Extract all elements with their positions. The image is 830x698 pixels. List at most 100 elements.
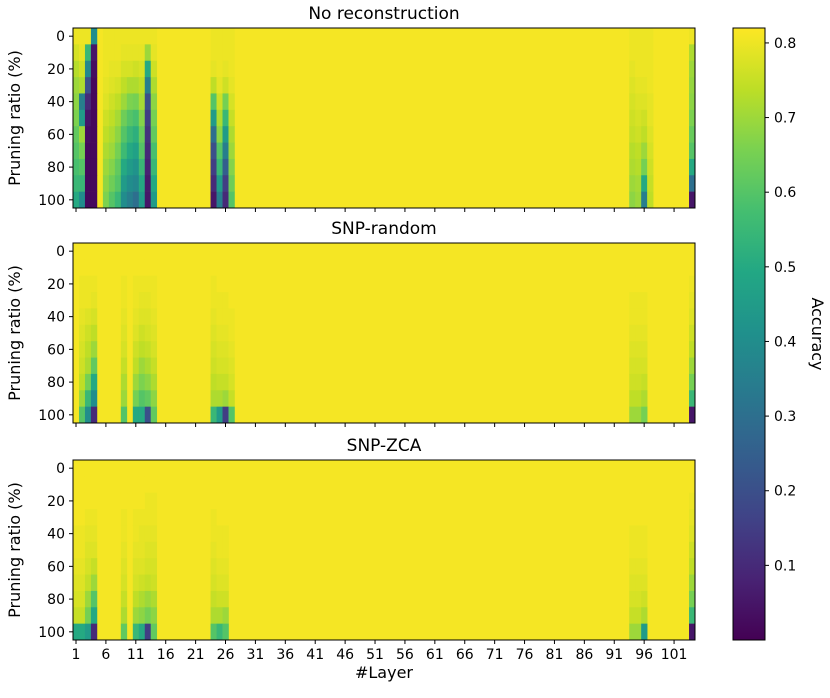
heatmap-cell [78, 243, 86, 260]
heatmap-cell [120, 44, 128, 62]
y-tick-label: 60 [47, 127, 65, 143]
heatmap-cell [108, 28, 116, 45]
heatmap-cell [635, 406, 642, 424]
heatmap-cell [144, 390, 152, 407]
heatmap-cell [635, 324, 642, 342]
heatmap-cell [102, 28, 110, 45]
heatmap-cell [78, 357, 86, 375]
heatmap-cell [689, 77, 696, 94]
heatmap-cell [689, 243, 696, 260]
heatmap-cell [150, 460, 158, 477]
heatmap-cell [144, 373, 152, 391]
heatmap-cell [689, 60, 696, 78]
heatmap-cell [120, 158, 128, 176]
heatmap-cell [641, 275, 648, 293]
heatmap-cell [144, 44, 152, 62]
x-tick-label: 76 [516, 647, 534, 663]
heatmap-cell [144, 324, 152, 342]
heatmap-cell [150, 259, 158, 277]
heatmap-cell [144, 525, 152, 543]
heatmap-cell [210, 259, 217, 277]
heatmap-cell [120, 373, 128, 391]
heatmap-background [73, 460, 695, 640]
heatmap-cell [689, 275, 696, 293]
heatmap-cell [138, 109, 146, 127]
heatmap-cell [222, 191, 229, 209]
heatmap-panel: SNP-random 0 20 40 60 80 100 Pruning ratio (%) [5, 219, 696, 427]
heatmap-cell [210, 623, 217, 641]
heatmap-cell [210, 28, 217, 45]
heatmap-cell [222, 60, 229, 78]
heatmap-cell [84, 574, 92, 592]
heatmap-cell [228, 406, 235, 424]
heatmap-cell [138, 126, 146, 143]
heatmap-cell [635, 93, 642, 111]
heatmap-cell [120, 492, 128, 510]
heatmap-cell [120, 292, 128, 309]
heatmap-cell [216, 324, 223, 342]
heatmap-cell [84, 492, 92, 510]
heatmap-cell [629, 460, 636, 477]
heatmap-cell [84, 93, 92, 111]
heatmap-cell [210, 509, 217, 526]
heatmap-cell [144, 509, 152, 526]
heatmap-cell [150, 44, 158, 62]
heatmap-cell [73, 574, 80, 592]
heatmap-cell [138, 243, 146, 260]
heatmap-cell [138, 175, 146, 192]
heatmap-cell [78, 324, 86, 342]
heatmap-cell [216, 44, 223, 62]
heatmap-cell [150, 476, 158, 494]
heatmap-cell [144, 357, 152, 375]
heatmap-cell [635, 175, 642, 192]
heatmap-cell [647, 158, 654, 176]
panel-frame [72, 27, 696, 209]
heatmap-cell [216, 460, 223, 477]
heatmap-cell [84, 558, 92, 575]
heatmap-cell [228, 243, 235, 260]
heatmap-cell [222, 574, 229, 592]
heatmap-cell [222, 460, 229, 477]
heatmap-cell [641, 292, 648, 309]
heatmap-cell [126, 191, 134, 209]
heatmap-cell [138, 509, 146, 526]
heatmap-cell [114, 175, 122, 192]
heatmap-cell [689, 390, 696, 407]
heatmap-cell [138, 574, 146, 592]
heatmap-cell [629, 558, 636, 575]
heatmap-cell [144, 243, 152, 260]
heatmap-cell [210, 142, 217, 160]
heatmap-cell [228, 390, 235, 407]
heatmap-cell [73, 623, 80, 641]
heatmap-cell [216, 373, 223, 391]
heatmap-cell [138, 308, 146, 326]
heatmap-cell [126, 142, 134, 160]
colorbar-tick-label: 0.7 [774, 111, 796, 127]
heatmap-cell [629, 509, 636, 526]
heatmap-cell [222, 142, 229, 160]
heatmap-cell [132, 623, 140, 641]
heatmap-cell [138, 607, 146, 624]
heatmap-cell [629, 341, 636, 358]
heatmap-cell [641, 492, 648, 510]
y-tick-label: 80 [47, 375, 65, 391]
heatmap-cell [78, 460, 86, 477]
heatmap-cell [114, 93, 122, 111]
heatmap-cell [132, 275, 140, 293]
heatmap-cell [222, 590, 229, 608]
heatmap-cell [216, 574, 223, 592]
heatmap-cell [102, 142, 110, 160]
heatmap-cell [641, 142, 648, 160]
heatmap-cell [635, 142, 642, 160]
heatmap-cell [138, 406, 146, 424]
heatmap-cell [641, 60, 648, 78]
heatmap-cell [222, 406, 229, 424]
heatmap-cell [144, 341, 152, 358]
heatmap-cell [138, 476, 146, 494]
heatmap-cell [120, 324, 128, 342]
panel-frame [72, 459, 696, 641]
heatmap-cell [90, 357, 98, 375]
heatmap-cell [629, 191, 636, 209]
heatmap-cell [689, 308, 696, 326]
heatmap-cell [84, 60, 92, 78]
